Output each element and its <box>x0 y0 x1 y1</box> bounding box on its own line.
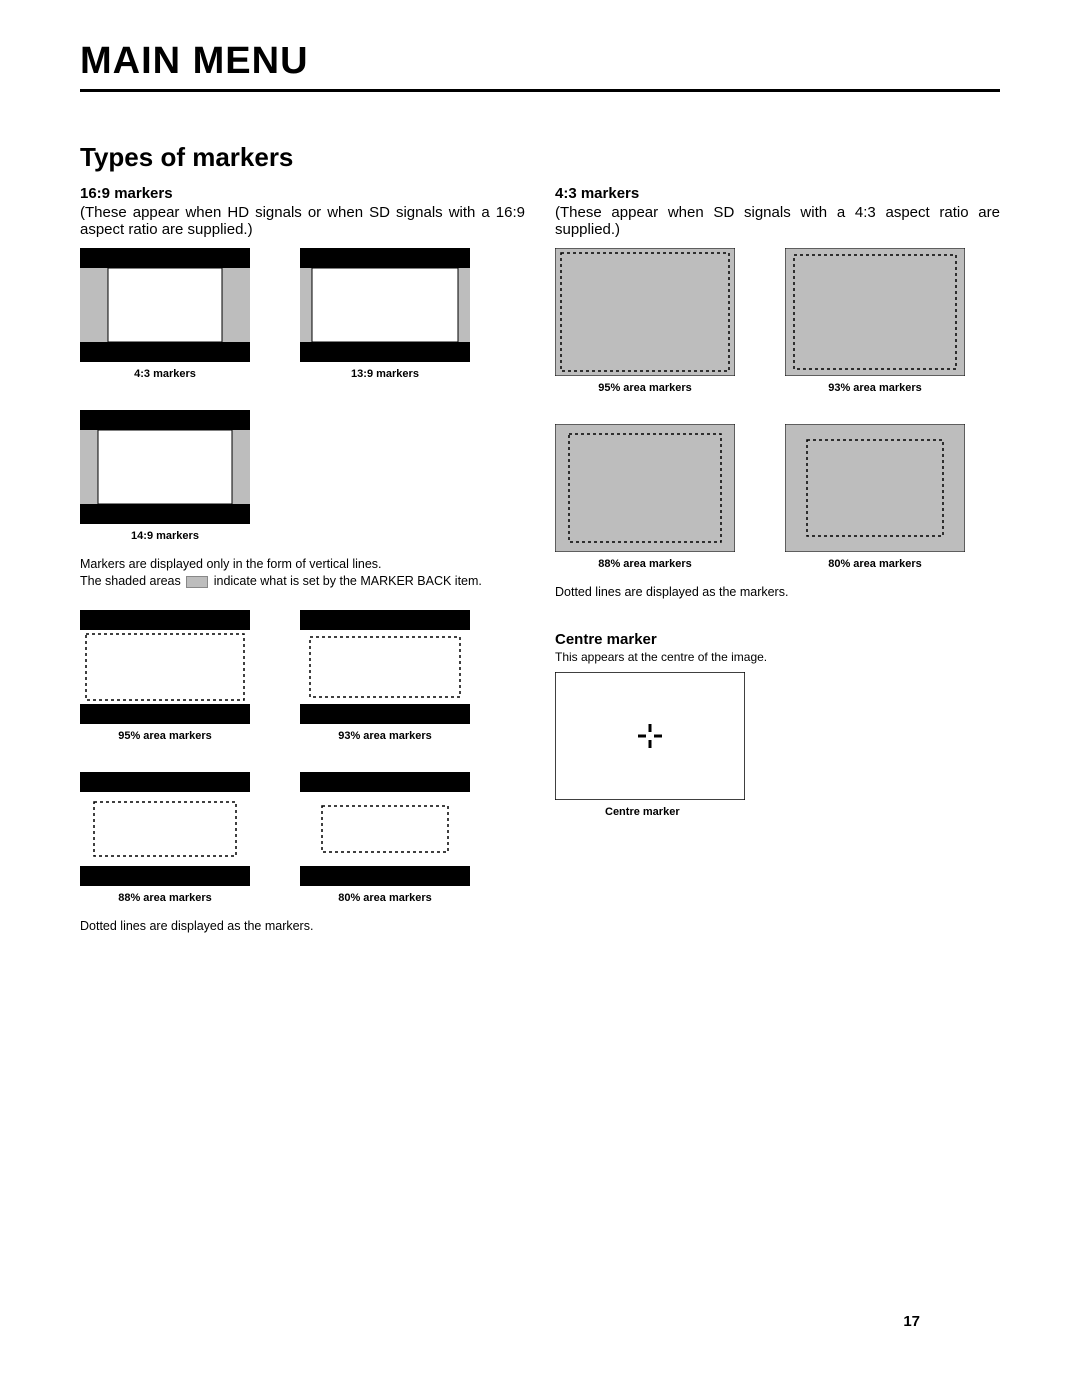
note-line2-pre: The shaded areas <box>80 574 184 588</box>
fig-43-93: 93% area markers <box>785 248 965 394</box>
fig-14-9-svg <box>80 410 250 524</box>
left-column: 16:9 markers (These appear when HD signa… <box>80 179 525 935</box>
fig-caption: 93% area markers <box>338 730 432 742</box>
page-number: 17 <box>903 1313 920 1330</box>
right-figs-area: 95% area markers 93% area markers 88% ar… <box>555 248 1000 570</box>
fig-169-80: 80% area markers <box>300 772 470 904</box>
left-figs-aspect: 4:3 markers 13:9 markers 14:9 markers <box>80 248 525 542</box>
fig-13-9-svg <box>300 248 470 362</box>
note-line1: Markers are displayed only in the form o… <box>80 557 382 571</box>
fig-169-88-svg <box>80 772 250 886</box>
right-desc: (These appear when SD signals with a 4:3… <box>555 204 1000 238</box>
fig-169-95-svg <box>80 610 250 724</box>
fig-43-95: 95% area markers <box>555 248 735 394</box>
fig-43-88-svg <box>555 424 735 552</box>
fig-caption: 88% area markers <box>118 892 212 904</box>
fig-169-80-svg <box>300 772 470 886</box>
right-column: 4:3 markers (These appear when SD signal… <box>555 179 1000 935</box>
fig-43-95-svg <box>555 248 735 376</box>
fig-centre-marker: Centre marker <box>555 672 1000 818</box>
fig-13-9-markers: 13:9 markers <box>300 248 470 380</box>
fig-caption: 4:3 markers <box>134 368 196 380</box>
fig-4-3-markers: 4:3 markers <box>80 248 250 380</box>
left-note-2: Dotted lines are displayed as the marker… <box>80 918 525 935</box>
left-desc: (These appear when HD signals or when SD… <box>80 204 525 238</box>
fig-caption: 88% area markers <box>598 558 692 570</box>
right-heading: 4:3 markers <box>555 185 1000 202</box>
fig-caption: 93% area markers <box>828 382 922 394</box>
fig-caption: 13:9 markers <box>351 368 419 380</box>
fig-43-88: 88% area markers <box>555 424 735 570</box>
fig-43-80: 80% area markers <box>785 424 965 570</box>
fig-caption: 95% area markers <box>118 730 212 742</box>
centre-heading: Centre marker <box>555 631 1000 648</box>
fig-centre-svg <box>555 672 745 800</box>
left-heading: 16:9 markers <box>80 185 525 202</box>
fig-169-93-svg <box>300 610 470 724</box>
fig-14-9-markers: 14:9 markers <box>80 410 250 542</box>
left-figs-area: 95% area markers 93% area markers 88% ar <box>80 610 525 904</box>
fig-169-88: 88% area markers <box>80 772 250 904</box>
fig-4-3-svg <box>80 248 250 362</box>
page-title: MAIN MENU <box>80 40 1000 92</box>
shaded-swatch <box>186 576 208 588</box>
fig-caption: 14:9 markers <box>131 530 199 542</box>
fig-caption: 80% area markers <box>828 558 922 570</box>
fig-169-95: 95% area markers <box>80 610 250 742</box>
fig-43-80-svg <box>785 424 965 552</box>
left-note-1: Markers are displayed only in the form o… <box>80 556 525 590</box>
fig-caption: 95% area markers <box>598 382 692 394</box>
centre-desc: This appears at the centre of the image. <box>555 650 1000 664</box>
fig-caption: 80% area markers <box>338 892 432 904</box>
note-line2-post: indicate what is set by the MARKER BACK … <box>210 574 482 588</box>
section-title: Types of markers <box>80 142 1000 173</box>
fig-169-93: 93% area markers <box>300 610 470 742</box>
fig-caption: Centre marker <box>605 806 680 818</box>
fig-43-93-svg <box>785 248 965 376</box>
right-note: Dotted lines are displayed as the marker… <box>555 584 1000 601</box>
